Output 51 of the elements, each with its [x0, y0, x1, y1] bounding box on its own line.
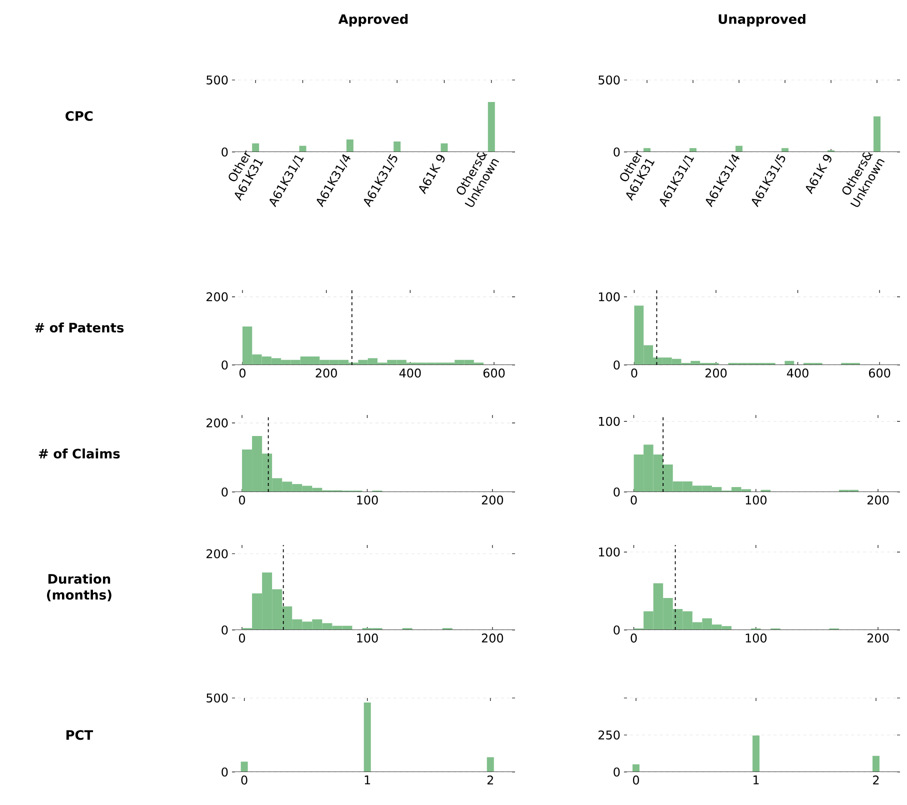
y-tick-label: 100 — [598, 547, 620, 557]
y-tick-label: 0 — [614, 487, 620, 497]
x-tick-label: 200 — [482, 496, 504, 505]
y-axis-title: PCT — [66, 730, 94, 740]
y-tick-label: 100 — [598, 416, 620, 426]
x-tick-label: 200 — [867, 634, 889, 643]
x-tick-label: 200 — [482, 634, 504, 643]
y-axis-title: # of Patents — [35, 322, 124, 333]
y-tick-label: 0 — [222, 625, 228, 635]
x-tick-label: 0 — [631, 368, 638, 378]
y-tick-label: 500 — [206, 693, 228, 703]
x-tick-label: 0 — [630, 634, 637, 643]
y-tick-label: 0 — [222, 360, 228, 370]
y-tick-label: 0 — [222, 487, 228, 497]
x-tick-label: 1 — [754, 776, 759, 784]
y-tick-label: 500 — [206, 75, 228, 85]
x-tick-label: 0 — [632, 776, 640, 785]
x-tick-label: 1 — [364, 776, 370, 784]
y-axis-title: Duration (months) — [47, 574, 112, 602]
y-tick-label: 0 — [614, 360, 620, 370]
x-tick-label: 200 — [316, 368, 337, 378]
y-tick-label: 100 — [598, 292, 620, 302]
chart-title: Approved — [338, 14, 408, 26]
x-tick-label: 100 — [357, 496, 378, 505]
x-tick-label: 0 — [630, 496, 637, 505]
x-tick-label: 0 — [239, 368, 246, 378]
x-tick-label: 200 — [705, 368, 727, 378]
y-axis-title: CPC — [66, 111, 93, 121]
x-tick-label: 0 — [241, 776, 248, 785]
y-tick-label: 250 — [598, 730, 620, 740]
y-axis-title: # of Claims — [38, 448, 120, 459]
x-tick-label: 0 — [238, 496, 246, 505]
x-tick-label: 600 — [868, 368, 890, 378]
x-tick-label: 100 — [746, 496, 767, 505]
y-tick-label: 200 — [206, 549, 228, 558]
x-tick-label: 2 — [487, 776, 493, 784]
y-tick-label: 500 — [598, 75, 620, 85]
y-tick-label: 0 — [614, 767, 620, 777]
x-tick-label: 400 — [399, 368, 421, 378]
x-tick-label: 200 — [867, 496, 889, 505]
x-tick-label: 100 — [746, 634, 767, 643]
x-tick-label: 0 — [238, 634, 246, 643]
y-tick-label: 200 — [206, 418, 228, 428]
x-tick-label: 100 — [357, 634, 378, 643]
chart-title: Unapproved — [718, 14, 806, 26]
y-tick-label: 200 — [206, 292, 228, 302]
x-tick-label: 600 — [483, 368, 505, 378]
x-tick-label: 2 — [873, 776, 879, 784]
x-tick-label: 400 — [786, 368, 808, 378]
y-tick-label: 0 — [222, 767, 228, 777]
y-tick-label: 0 — [614, 625, 620, 635]
